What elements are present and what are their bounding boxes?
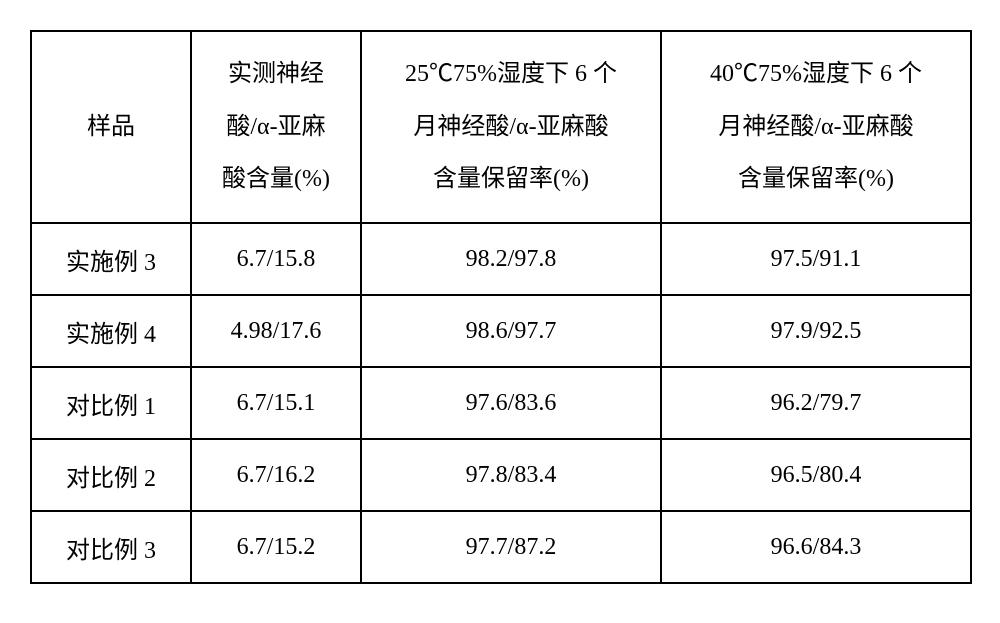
- cell-40c: 96.6/84.3: [661, 511, 971, 583]
- cell-sample: 对比例 1: [31, 367, 191, 439]
- table-row: 实施例 4 4.98/17.6 98.6/97.7 97.9/92.5: [31, 295, 971, 367]
- table-head: 样品 实测神经酸/α-亚麻酸含量(%) 25℃75%湿度下 6 个月神经酸/α-…: [31, 31, 971, 223]
- table-row: 实施例 3 6.7/15.8 98.2/97.8 97.5/91.1: [31, 223, 971, 295]
- cell-sample: 对比例 2: [31, 439, 191, 511]
- cell-40c: 96.2/79.7: [661, 367, 971, 439]
- cell-measured: 6.7/15.2: [191, 511, 361, 583]
- cell-25c: 98.2/97.8: [361, 223, 661, 295]
- table-row: 对比例 3 6.7/15.2 97.7/87.2 96.6/84.3: [31, 511, 971, 583]
- table-row: 对比例 1 6.7/15.1 97.6/83.6 96.2/79.7: [31, 367, 971, 439]
- table-body: 实施例 3 6.7/15.8 98.2/97.8 97.5/91.1 实施例 4…: [31, 223, 971, 583]
- col-header-measured: 实测神经酸/α-亚麻酸含量(%): [191, 31, 361, 223]
- cell-measured: 6.7/15.8: [191, 223, 361, 295]
- cell-sample: 对比例 3: [31, 511, 191, 583]
- cell-25c: 97.7/87.2: [361, 511, 661, 583]
- cell-40c: 97.9/92.5: [661, 295, 971, 367]
- data-table: 样品 实测神经酸/α-亚麻酸含量(%) 25℃75%湿度下 6 个月神经酸/α-…: [30, 30, 972, 584]
- col-header-40c: 40℃75%湿度下 6 个月神经酸/α-亚麻酸含量保留率(%): [661, 31, 971, 223]
- cell-measured: 6.7/15.1: [191, 367, 361, 439]
- cell-measured: 6.7/16.2: [191, 439, 361, 511]
- cell-25c: 97.6/83.6: [361, 367, 661, 439]
- cell-40c: 97.5/91.1: [661, 223, 971, 295]
- col-header-25c: 25℃75%湿度下 6 个月神经酸/α-亚麻酸含量保留率(%): [361, 31, 661, 223]
- cell-25c: 98.6/97.7: [361, 295, 661, 367]
- header-row: 样品 实测神经酸/α-亚麻酸含量(%) 25℃75%湿度下 6 个月神经酸/α-…: [31, 31, 971, 223]
- col-header-sample: 样品: [31, 31, 191, 223]
- cell-measured: 4.98/17.6: [191, 295, 361, 367]
- cell-40c: 96.5/80.4: [661, 439, 971, 511]
- cell-sample: 实施例 4: [31, 295, 191, 367]
- cell-sample: 实施例 3: [31, 223, 191, 295]
- table-row: 对比例 2 6.7/16.2 97.8/83.4 96.5/80.4: [31, 439, 971, 511]
- cell-25c: 97.8/83.4: [361, 439, 661, 511]
